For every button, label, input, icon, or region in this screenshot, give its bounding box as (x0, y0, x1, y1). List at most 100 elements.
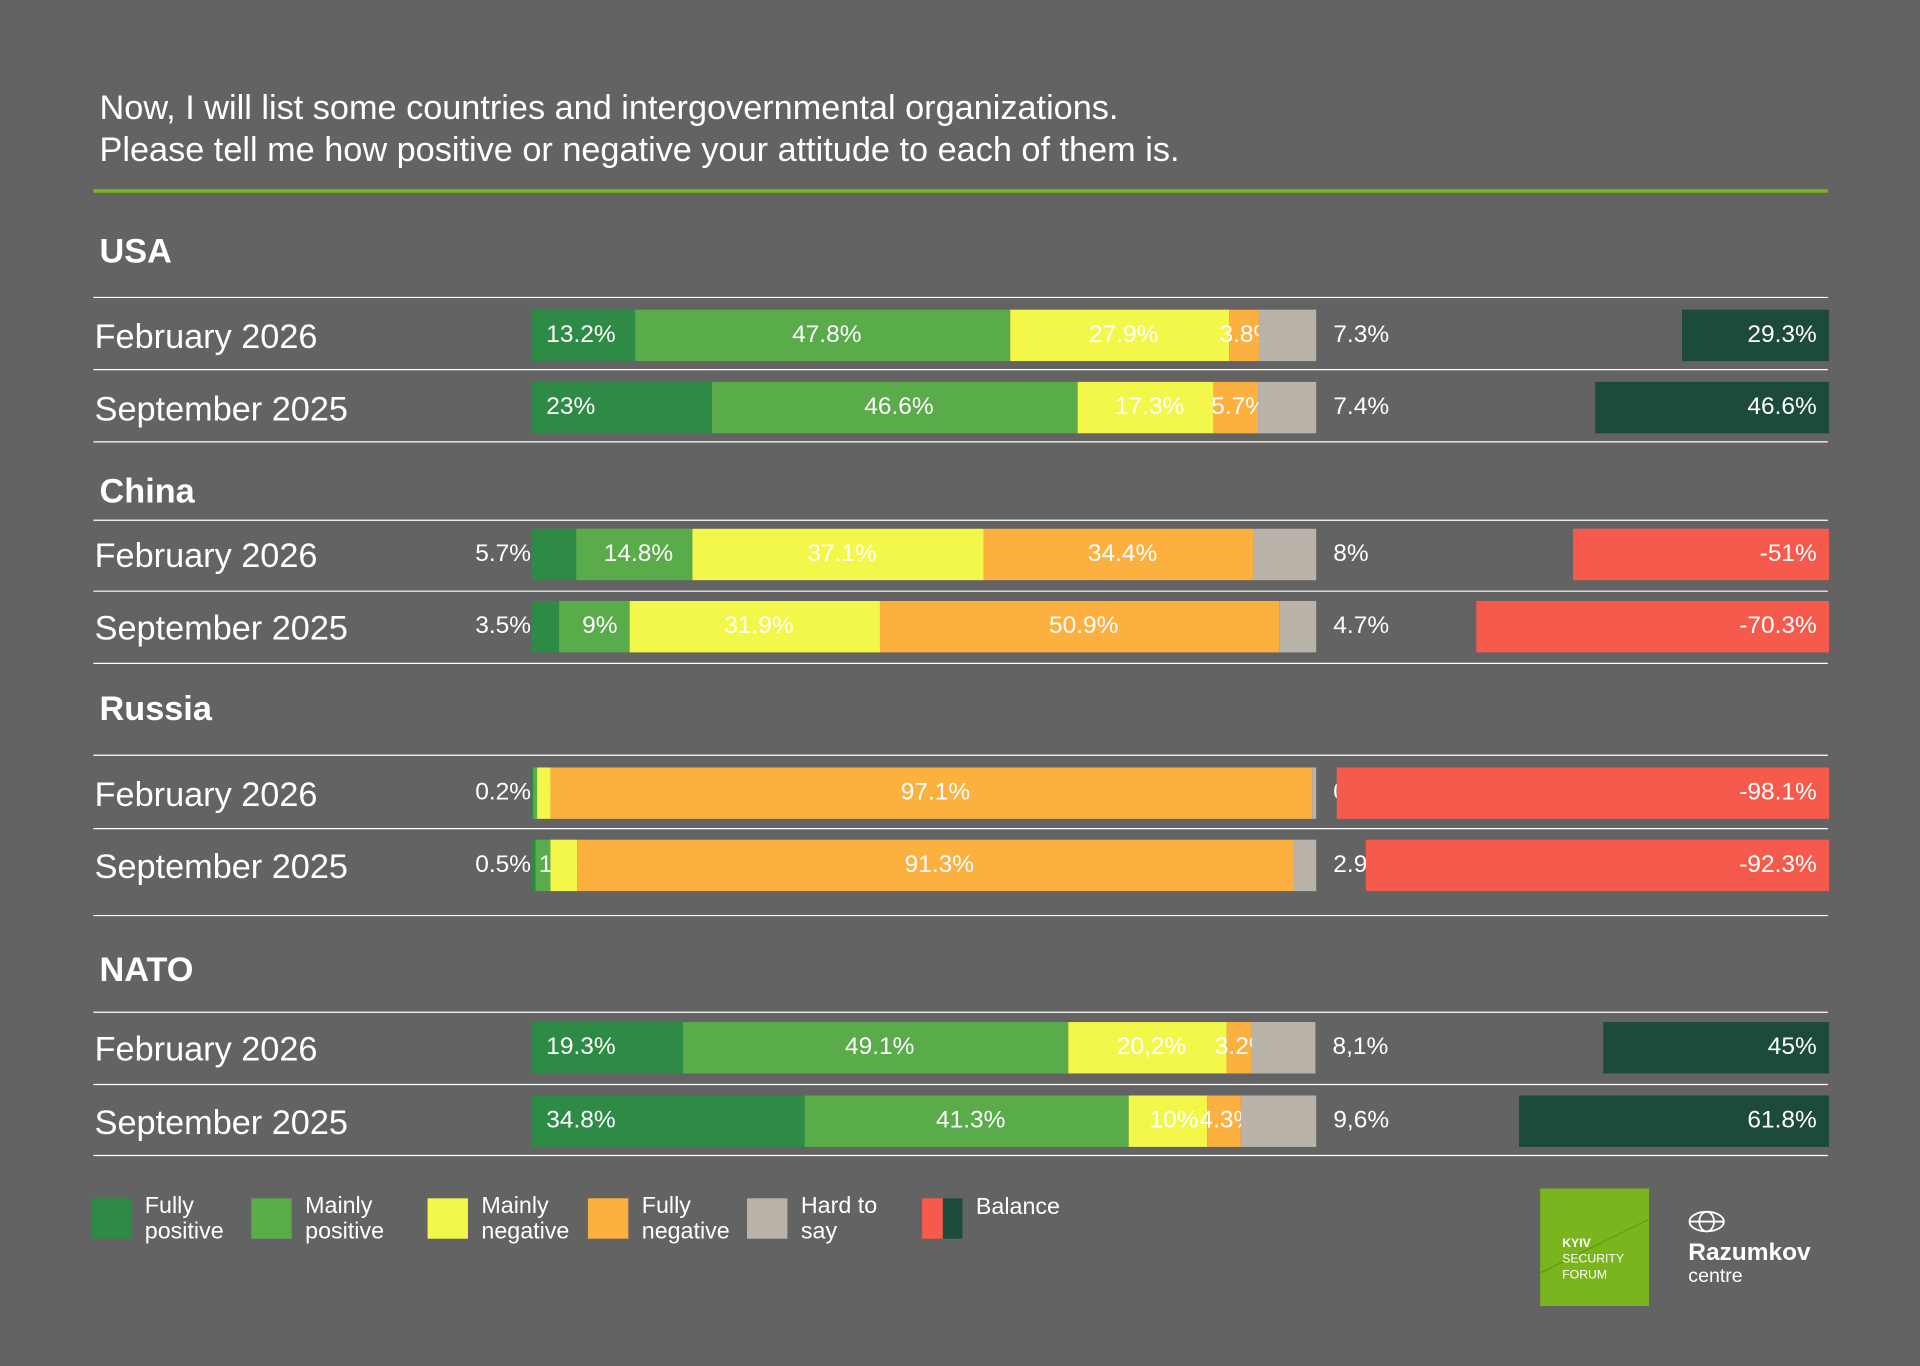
legend-swatch (251, 1198, 292, 1239)
group-title: China (100, 472, 196, 510)
bar-segment (635, 309, 1011, 362)
balance-bar (1603, 1022, 1830, 1074)
group-title: USA (100, 232, 172, 270)
row-label: September 2025 (95, 609, 348, 647)
row-label: February 2026 (95, 537, 318, 575)
bar-segment (531, 1022, 684, 1074)
balance-label: -92.3% (1739, 851, 1817, 878)
value-label: 8,1% (1333, 1033, 1389, 1060)
legend-swatch (747, 1198, 788, 1239)
logo-text: KYIV (1562, 1236, 1591, 1250)
bar-segment (550, 767, 1313, 819)
bar-segment (683, 1022, 1069, 1074)
balance-label: -98.1% (1739, 779, 1817, 806)
value-label: 17.3% (1115, 393, 1184, 420)
value-label: 0.2% (475, 779, 531, 806)
legend-entry: Fully positive (145, 1193, 224, 1244)
balance-bar (1595, 381, 1830, 434)
bar-segment (535, 839, 551, 892)
bar-segment (531, 381, 713, 434)
legend-text: Mainly positive (305, 1193, 385, 1245)
bar-segment (1068, 1022, 1227, 1074)
value-label: 46.6% (864, 393, 933, 420)
bar-segment (533, 767, 538, 819)
bar-segment (804, 1095, 1129, 1147)
bar-segment (1213, 381, 1259, 434)
bar-segment (1258, 309, 1317, 362)
balance-bar (1573, 528, 1830, 581)
value-label: 37.1% (807, 540, 876, 567)
value-label: 10% (1150, 1107, 1199, 1134)
bar-segment (1229, 309, 1259, 362)
bar-segment (712, 381, 1078, 434)
logo-text: SECURITY (1562, 1252, 1624, 1266)
value-label: 5.7% (475, 540, 531, 567)
group-title: NATO (100, 951, 194, 989)
row-label: February 2026 (95, 318, 318, 356)
legend-text: Fully negative (641, 1193, 730, 1245)
balance-label: 29.3% (1747, 321, 1816, 348)
balance-label: 45% (1768, 1033, 1817, 1060)
value-label: 4.7% (1333, 612, 1389, 639)
logo-line (1539, 1218, 1650, 1274)
balance-bar (1476, 600, 1830, 653)
bar-segment (531, 600, 560, 653)
group-title: Russia (100, 690, 213, 728)
bar-segment (531, 1095, 805, 1147)
balance-label: 46.6% (1747, 393, 1816, 420)
legend-swatch (587, 1198, 629, 1239)
bar-segment (1279, 600, 1317, 653)
bar-segment (537, 767, 551, 819)
value-label: 27.9% (1089, 321, 1158, 348)
balance-label: 61.8% (1747, 1107, 1816, 1134)
bar-segment (1207, 1095, 1241, 1147)
bar-segment (1312, 767, 1317, 819)
row-label: September 2025 (95, 390, 348, 428)
bar-segment (1077, 381, 1214, 434)
value-label: 31.9% (724, 612, 793, 639)
value-label: 3.5% (475, 612, 531, 639)
value-label: 91.3% (905, 851, 974, 878)
bar-segment (1128, 1095, 1208, 1147)
legend-entry: Mainly positive (305, 1193, 385, 1245)
bar-segment (576, 528, 693, 581)
value-label: 7.3% (1333, 321, 1389, 348)
title-line: Now, I will list some countries and inte… (100, 89, 1119, 127)
legend-entry: Hard to say (800, 1193, 878, 1245)
bar-segment (1240, 1095, 1317, 1147)
balance-label: -51% (1760, 540, 1817, 567)
value-label: 5.7% (1211, 393, 1267, 420)
bar-segment (531, 528, 577, 581)
bar-segment (577, 839, 1294, 892)
bar-segment (1226, 1022, 1252, 1074)
balance-bar (1518, 1095, 1830, 1147)
row-label: September 2025 (95, 1104, 348, 1142)
legend-text: Hard to say (800, 1193, 878, 1245)
row-label: February 2026 (95, 1030, 318, 1068)
bar-segment (531, 309, 636, 362)
legend-text: Balance (976, 1193, 1060, 1219)
legend-swatch (922, 1198, 943, 1239)
bar-segment (1258, 381, 1317, 434)
bar-segment (1253, 528, 1317, 581)
bar-segment (1010, 309, 1230, 362)
balance-bar (1336, 767, 1830, 819)
bar-segment (692, 528, 984, 581)
bar-segment (629, 600, 880, 653)
value-label: 34.4% (1088, 540, 1157, 567)
value-label: 9% (582, 612, 617, 639)
bar-segment (559, 600, 630, 653)
value-label: 8% (1333, 540, 1368, 567)
legend-entry: Mainly negative (481, 1193, 569, 1244)
bar-segment (550, 839, 578, 892)
value-label: 41.3% (936, 1107, 1005, 1134)
legend-swatch (427, 1198, 468, 1239)
legend-swatch (90, 1198, 132, 1239)
logo-text: FORUM (1562, 1268, 1607, 1282)
value-label: 34.8% (546, 1107, 615, 1134)
row-label: February 2026 (95, 776, 318, 814)
balance-bar (1365, 839, 1830, 892)
balance-label: -70.3% (1739, 612, 1817, 639)
